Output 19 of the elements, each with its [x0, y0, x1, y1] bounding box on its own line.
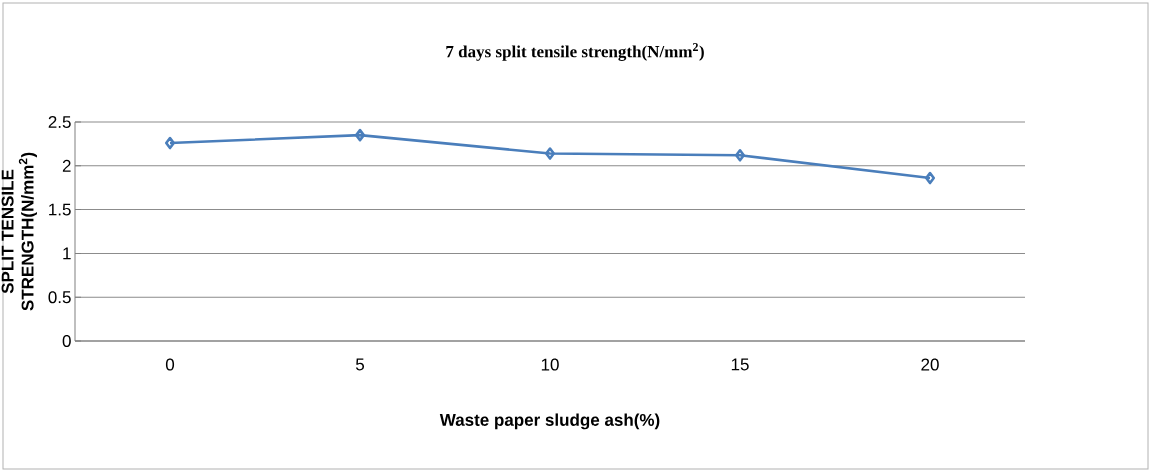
x-tick-label: 10 — [541, 358, 559, 371]
point — [164, 136, 176, 150]
chart-title: 7 days split tensile strength(N/mm$^{2}$) — [446, 43, 704, 61]
x-tick-label: 0 — [165, 358, 175, 371]
y-tick-label: 0 — [62, 334, 71, 348]
y-tick-label: 0.5 — [48, 291, 71, 304]
y-tick-label: 2 — [62, 159, 71, 172]
y-tick-label: 1 — [63, 247, 71, 260]
point — [354, 128, 366, 142]
point — [734, 148, 746, 162]
point — [924, 171, 936, 185]
x-tick-label: 15 — [731, 358, 749, 371]
y-axis-title: SPLIT TENSILE STRENGTH(N/mm$^{2}$) — [1, 152, 37, 311]
x-tick-label: 5 — [355, 358, 365, 371]
y-tick-label: 1.5 — [49, 203, 71, 216]
y-tick-label: 2.5 — [48, 115, 71, 129]
x-tick-label: 20 — [921, 358, 939, 371]
point — [544, 147, 556, 160]
x-axis-title: Waste paper sludge ash(%) — [439, 413, 660, 430]
